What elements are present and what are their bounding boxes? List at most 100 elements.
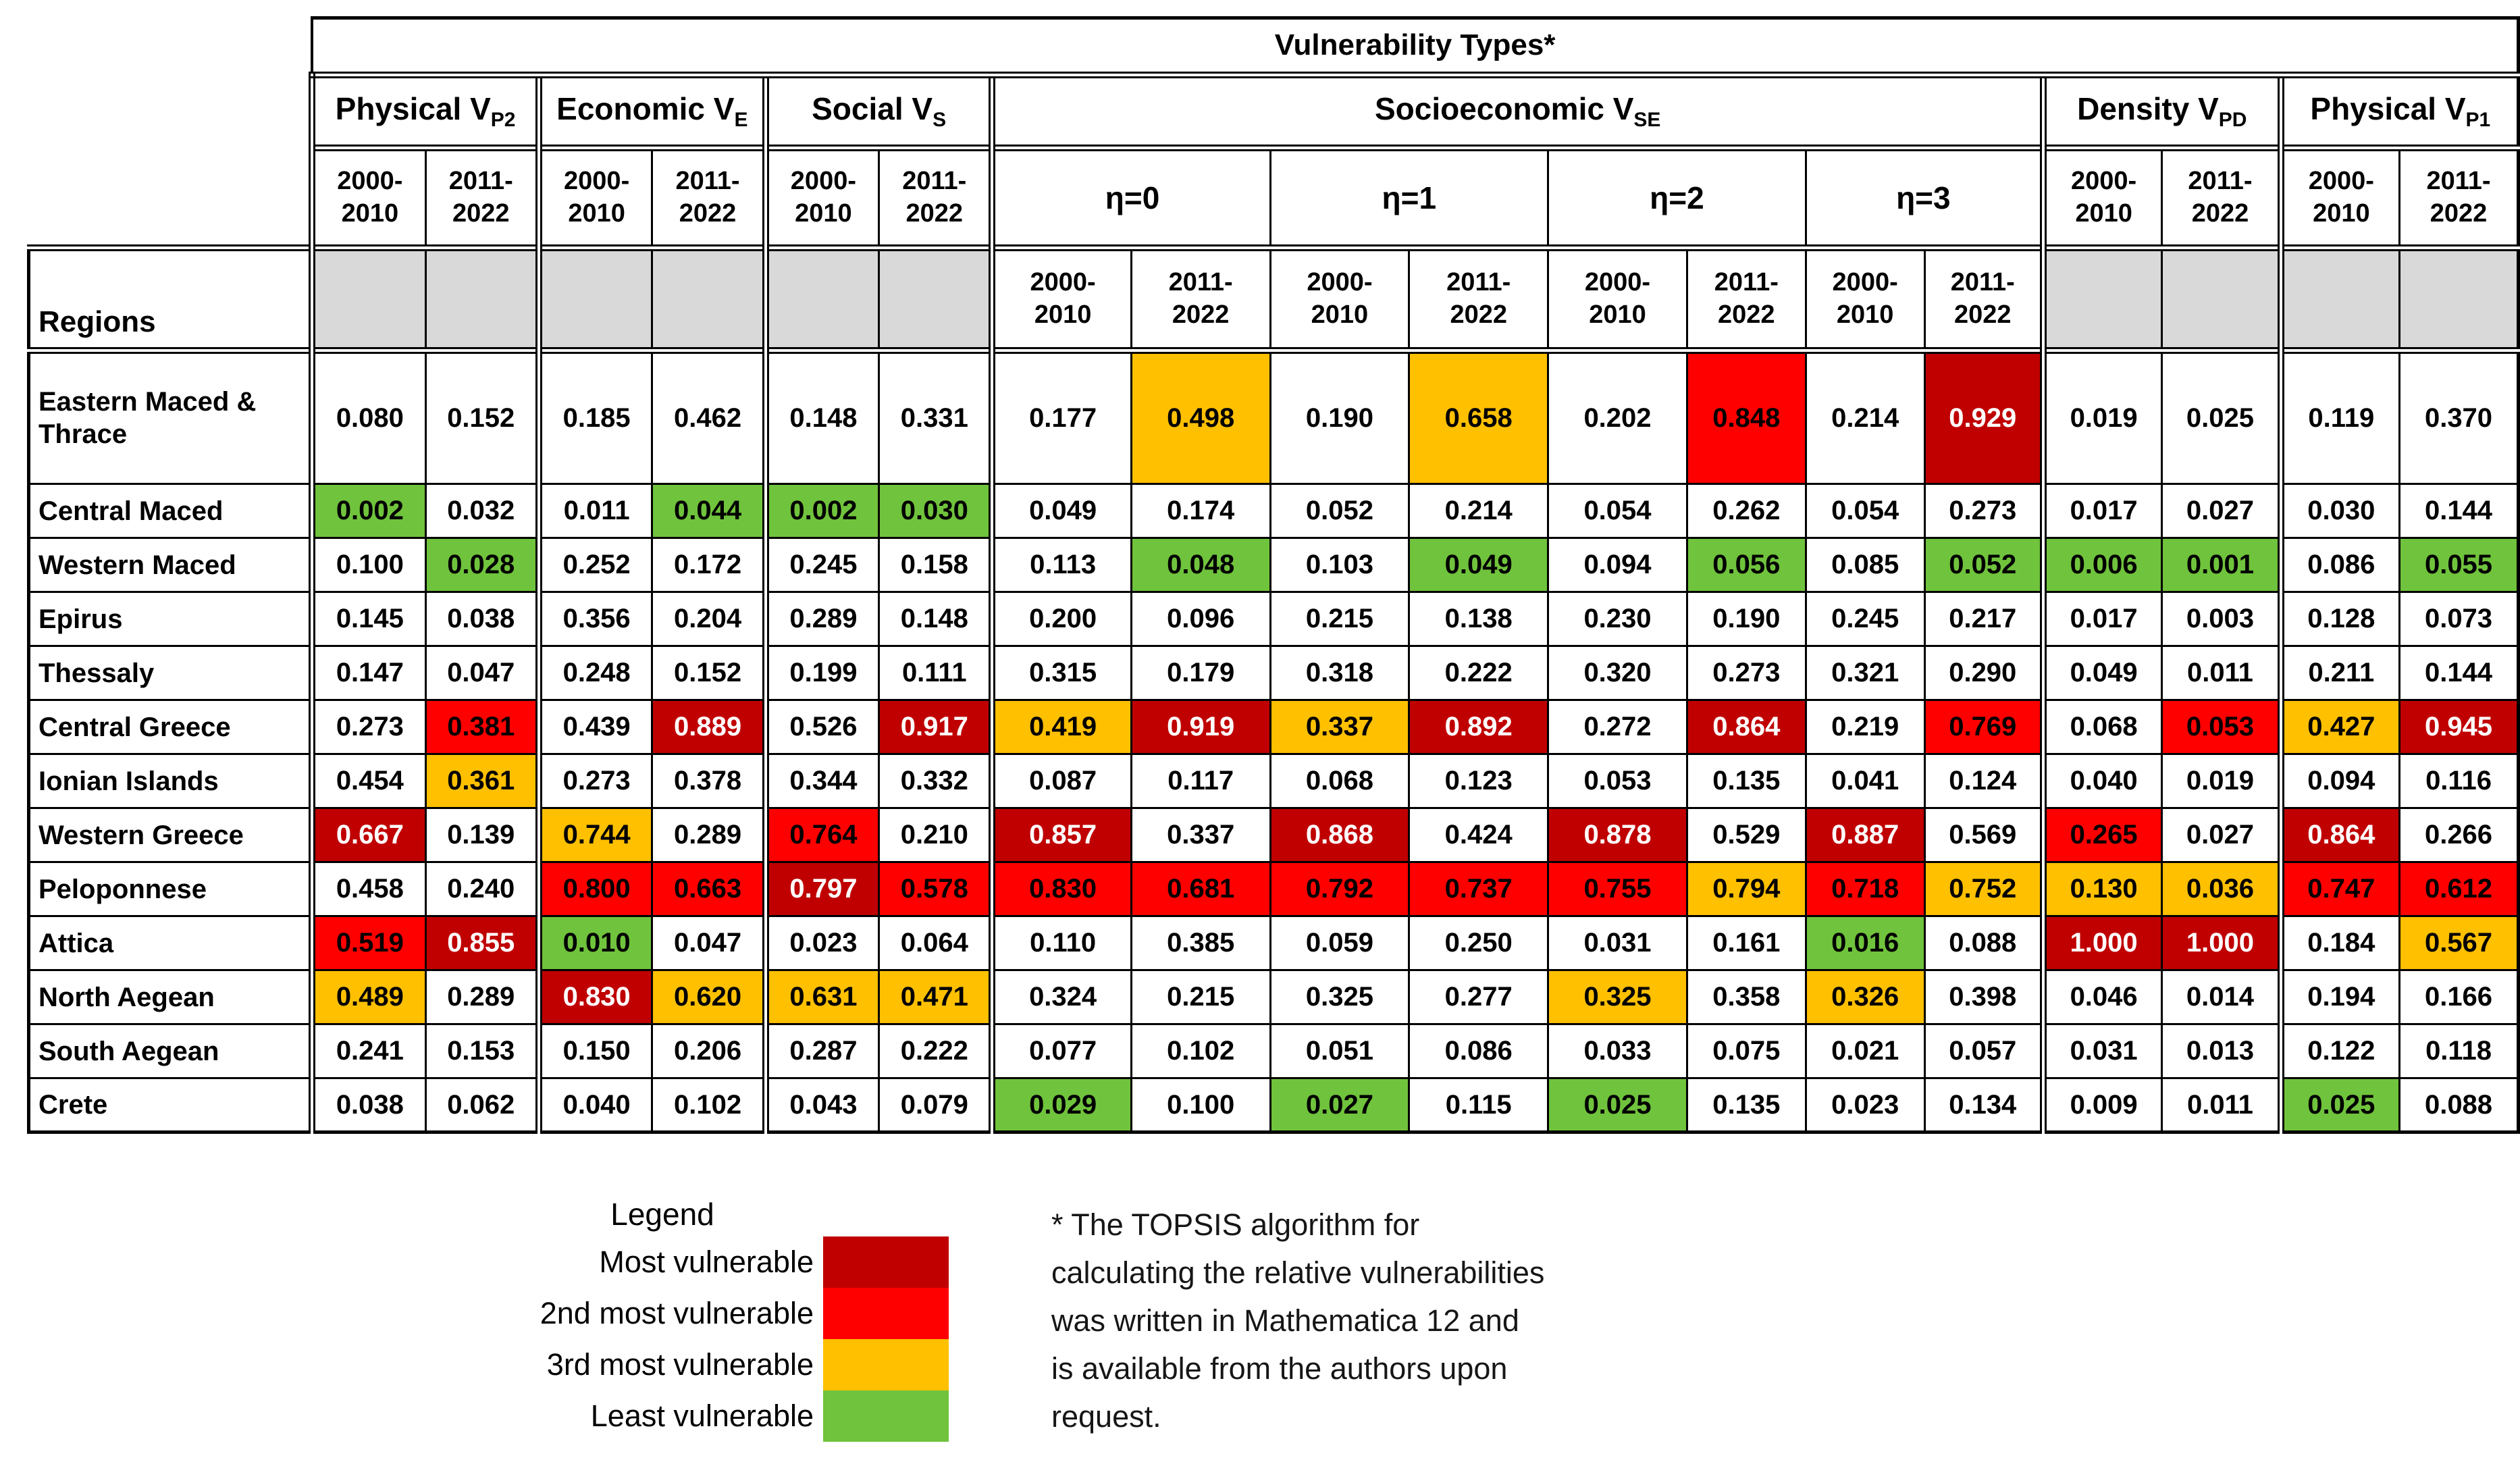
value-cell: 0.128 (2277, 591, 2401, 647)
value-cell: 0.031 (1547, 915, 1688, 971)
value-cell: 0.848 (1685, 346, 1807, 485)
period-header: 2011- 2022 (1923, 244, 2045, 351)
group-header: Economic VE (535, 71, 767, 149)
value-cell: 0.019 (2161, 753, 2282, 809)
value-cell: 0.321 (1804, 645, 1926, 701)
value-cell: 0.043 (762, 1077, 881, 1134)
value-cell: 0.017 (2039, 591, 2163, 647)
period-header: 2000- 2010 (535, 144, 654, 249)
value-cell: 0.117 (1130, 753, 1271, 809)
value-cell: 0.079 (878, 1077, 993, 1134)
value-cell: 0.040 (535, 1077, 654, 1134)
value-cell: 0.287 (762, 1023, 881, 1079)
value-cell: 0.245 (1804, 591, 1926, 647)
value-cell: 0.044 (651, 483, 767, 539)
table-title: Vulnerability Types* (311, 16, 2520, 76)
region-label: Western Maced (27, 537, 313, 593)
blank-header-cell (651, 244, 767, 351)
value-cell: 0.019 (2039, 346, 2163, 485)
period-header: 2011- 2022 (651, 144, 767, 249)
value-cell: 0.110 (989, 915, 1132, 971)
legend-title: Legend (610, 1197, 714, 1232)
value-cell: 0.113 (989, 537, 1132, 593)
value-cell: 0.053 (1547, 753, 1688, 809)
table-body: Eastern Maced & Thrace 0.080 0.152 0.185 0.4… (27, 346, 2520, 1134)
group-header: Density VPD (2039, 71, 2282, 149)
value-cell: 0.023 (1804, 1077, 1926, 1134)
value-cell: 0.663 (651, 861, 767, 917)
value-cell: 0.027 (2161, 807, 2282, 863)
value-cell: 0.011 (535, 483, 654, 539)
value-cell: 0.088 (1923, 915, 2045, 971)
value-cell: 0.023 (762, 915, 881, 971)
value-cell: 0.857 (989, 807, 1132, 863)
value-cell: 0.027 (1269, 1077, 1411, 1134)
value-cell: 0.458 (309, 861, 427, 917)
value-cell: 0.471 (878, 969, 993, 1025)
value-cell: 0.325 (1547, 969, 1688, 1025)
value-cell: 0.087 (989, 753, 1132, 809)
legend-item: 3rd most vulnerable (503, 1339, 949, 1390)
value-cell: 0.289 (762, 591, 881, 647)
legend-item-label: Least vulnerable (590, 1399, 814, 1433)
value-cell: 0.119 (2277, 346, 2401, 485)
value-cell: 0.145 (309, 591, 427, 647)
legend-item-label: Most vulnerable (599, 1245, 814, 1279)
value-cell: 0.737 (1408, 861, 1550, 917)
value-cell: 0.056 (1685, 537, 1807, 593)
value-cell: 0.265 (2039, 807, 2163, 863)
value-cell: 0.290 (1923, 645, 2045, 701)
value-cell: 0.230 (1547, 591, 1688, 647)
group-header: Socioeconomic VSE (989, 71, 2045, 149)
value-cell: 0.240 (424, 861, 540, 917)
value-cell: 0.462 (651, 346, 767, 485)
value-cell: 0.002 (309, 483, 427, 539)
legend-item: Least vulnerable (503, 1390, 949, 1442)
value-cell: 0.190 (1269, 346, 1411, 485)
value-cell: 0.038 (309, 1077, 427, 1134)
value-cell: 0.222 (878, 1023, 993, 1079)
value-cell: 0.273 (535, 753, 654, 809)
value-cell: 0.489 (309, 969, 427, 1025)
legend-swatch-third_most_vulnerable (823, 1339, 949, 1390)
value-cell: 1.000 (2039, 915, 2163, 971)
value-cell: 0.356 (535, 591, 654, 647)
region-label: Eastern Maced & Thrace (27, 346, 313, 485)
period-header: 2011- 2022 (1130, 244, 1271, 351)
value-cell: 0.381 (424, 699, 540, 755)
vulnerability-table: Vulnerability Types* Physical VP2 Economic… (27, 16, 2520, 1134)
period-header: 2011- 2022 (1685, 244, 1807, 351)
legend-swatch-second_most_vulnerable (823, 1288, 949, 1339)
value-cell: 0.945 (2398, 699, 2520, 755)
value-cell: 0.030 (2277, 483, 2401, 539)
table-row: Central Maced 0.002 0.032 0.011 0.044 0.002 0.… (27, 483, 2520, 539)
value-cell: 0.620 (651, 969, 767, 1025)
table-row: Ionian Islands 0.454 0.361 0.273 0.378 0.344 0… (27, 753, 2520, 809)
value-cell: 0.116 (2398, 753, 2520, 809)
table-row: Western Maced 0.100 0.028 0.252 0.172 0.245 0.… (27, 537, 2520, 593)
group-label: Socioeconomic V (1374, 90, 1634, 126)
value-cell: 0.868 (1269, 807, 1411, 863)
blank-header-cell (2398, 244, 2520, 351)
value-cell: 0.800 (535, 861, 654, 917)
value-cell: 0.358 (1685, 969, 1807, 1025)
region-label: North Aegean (27, 969, 313, 1025)
value-cell: 0.033 (1547, 1023, 1688, 1079)
value-cell: 0.016 (1804, 915, 1926, 971)
value-cell: 0.174 (1130, 483, 1271, 539)
region-label: Crete (27, 1077, 313, 1134)
value-cell: 0.161 (1685, 915, 1807, 971)
legend-item: Most vulnerable (503, 1236, 949, 1288)
value-cell: 0.124 (1923, 753, 2045, 809)
group-header: Social VS (762, 71, 993, 149)
value-cell: 0.010 (535, 915, 654, 971)
value-cell: 0.147 (309, 645, 427, 701)
value-cell: 0.177 (989, 346, 1132, 485)
value-cell: 0.017 (2039, 483, 2163, 539)
group-subscript: P1 (2465, 109, 2491, 132)
period-header: 2011- 2022 (1408, 244, 1550, 351)
value-cell: 0.158 (878, 537, 993, 593)
value-cell: 0.378 (651, 753, 767, 809)
value-cell: 0.830 (989, 861, 1132, 917)
region-label: South Aegean (27, 1023, 313, 1079)
